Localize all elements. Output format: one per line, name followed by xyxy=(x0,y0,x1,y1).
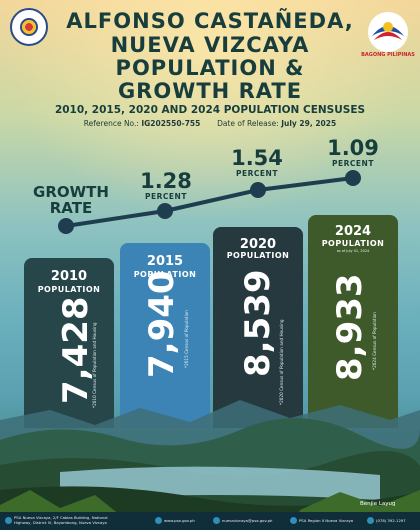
title-line-4: GROWTH RATE xyxy=(117,79,303,103)
growth-rate-line-chart xyxy=(58,170,361,234)
bagong-pilipinas-text: BAGONG PILIPINAS xyxy=(361,52,415,58)
card-year: 2020 xyxy=(239,237,277,252)
footer-email[interactable]: nuevavizcaya@psa.gov.ph xyxy=(222,518,273,523)
rate-unit-3: PERCENT xyxy=(332,159,374,168)
rate-value-3: 1.09 xyxy=(327,136,379,160)
card-value: 8,539 xyxy=(238,269,278,377)
card-year: 2010 xyxy=(50,269,88,284)
population-card-2020: 2020 POPULATION 8,539 *2020 Census of Po… xyxy=(213,227,303,428)
growth-line-start-point xyxy=(58,218,74,234)
card-note: *2024 Census of Population xyxy=(372,312,377,370)
rate-value-1: 1.28 xyxy=(140,169,192,193)
rate-label-1: 1.28 PERCENT xyxy=(131,170,201,201)
location-icon xyxy=(5,517,12,524)
rate-label-3: 1.09 PERCENT xyxy=(318,137,388,168)
card-value: 8,933 xyxy=(330,273,370,381)
rate-unit-1: PERCENT xyxy=(145,192,187,201)
release-date: July 29, 2025 xyxy=(281,119,337,128)
footer-bar: PSA Nueva Vizcaya, 2/F Cabias Building, … xyxy=(0,512,420,530)
title-line-3: POPULATION & xyxy=(115,56,305,80)
phone-icon xyxy=(367,517,374,524)
rate-value-2: 1.54 xyxy=(231,146,283,170)
email-icon xyxy=(213,517,220,524)
growth-rate-point-3 xyxy=(345,170,361,186)
card-subtext: as of July 01, 2024 xyxy=(336,249,370,253)
card-value: 7,940 xyxy=(142,270,182,378)
growth-rate-label: GROWTH RATE xyxy=(26,184,116,216)
card-year: 2015 xyxy=(146,254,184,269)
psa-logo xyxy=(10,8,48,46)
release-label: Date of Release: xyxy=(217,119,279,128)
reference-line: Reference No.: IG202550-755 Date of Rele… xyxy=(60,119,360,128)
growth-rate-point-1 xyxy=(157,203,173,219)
growth-label-line-1: GROWTH xyxy=(33,183,109,201)
rate-label-2: 1.54 PERCENT xyxy=(222,147,292,178)
growth-rate-line xyxy=(65,176,354,228)
growth-label-line-2: RATE xyxy=(49,199,93,217)
globe-icon xyxy=(155,517,162,524)
facebook-icon xyxy=(290,517,297,524)
footer-facebook[interactable]: PSA Region II Nueva Vizcaya xyxy=(299,518,354,523)
growth-rate-point-2 xyxy=(250,182,266,198)
reference-number: IG202550-755 xyxy=(141,119,201,128)
title-line-1: ALFONSO CASTAÑEDA, xyxy=(66,9,354,33)
subtitle: 2010, 2015, 2020 AND 2024 POPULATION CEN… xyxy=(54,104,366,116)
footer-website[interactable]: www.psa.gov.ph xyxy=(164,518,195,523)
card-note: *2015 Census of Population xyxy=(184,310,189,368)
card-label: POPULATION xyxy=(133,270,197,279)
card-year: 2024 xyxy=(334,224,372,239)
card-label: POPULATION xyxy=(37,285,101,294)
footer-address: PSA Nueva Vizcaya, 2/F Cabias Building, … xyxy=(14,515,108,525)
psa-logo-emblem xyxy=(20,18,38,36)
reference-label: Reference No.: xyxy=(83,119,139,128)
footer-phone: (078) 392-1297 xyxy=(376,518,406,523)
card-label: POPULATION xyxy=(321,239,385,248)
rate-unit-2: PERCENT xyxy=(236,169,278,178)
landscape-illustration xyxy=(0,400,420,530)
population-card-2024: 2024 POPULATION as of July 01, 2024 8,93… xyxy=(308,215,398,428)
photo-credit: Benjie Layug xyxy=(360,501,396,507)
card-label: POPULATION xyxy=(226,251,290,260)
title-line-2: NUEVA VIZCAYA xyxy=(110,33,310,57)
bagong-pilipinas-logo xyxy=(368,12,408,52)
population-card-2010: 2010 POPULATION 7,428 *2010 Census of Po… xyxy=(24,258,114,428)
population-card-2015: 2015 POPULATION 7,940 *2015 Census of Po… xyxy=(120,243,210,428)
